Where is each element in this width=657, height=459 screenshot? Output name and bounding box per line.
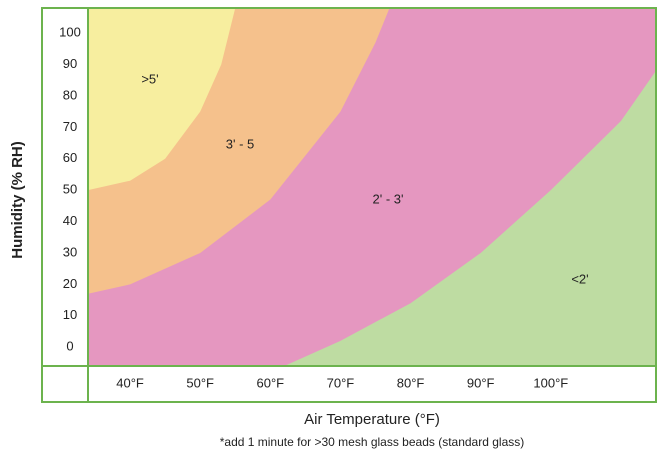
y-tick-label: 20 [63,276,77,291]
x-tick-label: 40°F [116,375,144,390]
x-tick-label: 90°F [467,375,495,390]
footnote: *add 1 minute for >30 mesh glass beads (… [220,435,525,449]
y-tick-label: 10 [63,307,77,322]
region-label: 3' - 5 [226,136,255,151]
y-tick-label: 100 [59,25,81,40]
frame [41,7,657,403]
plot-area [88,8,656,366]
region-label: 2' - 3' [373,191,404,206]
x-axis-label: Air Temperature (°F) [304,411,440,428]
y-tick-label: 0 [66,339,73,354]
region [88,8,236,191]
x-tick-label: 70°F [327,375,355,390]
y-tick-label: 80 [63,87,77,102]
y-axis-label: Humidity (% RH) [9,141,26,259]
x-tick-label: 80°F [397,375,425,390]
region-label: >5' [141,71,158,86]
y-tick-label: 70 [63,119,77,134]
x-tick-label: 100°F [533,375,568,390]
x-tick-label: 50°F [186,375,214,390]
x-tick-label: 60°F [257,375,285,390]
y-tick-label: 90 [63,56,77,71]
y-tick-label: 30 [63,244,77,259]
region-label: <2' [571,271,588,286]
y-tick-label: 40 [63,213,77,228]
y-tick-label: 60 [63,150,77,165]
y-tick-label: 50 [63,182,77,197]
